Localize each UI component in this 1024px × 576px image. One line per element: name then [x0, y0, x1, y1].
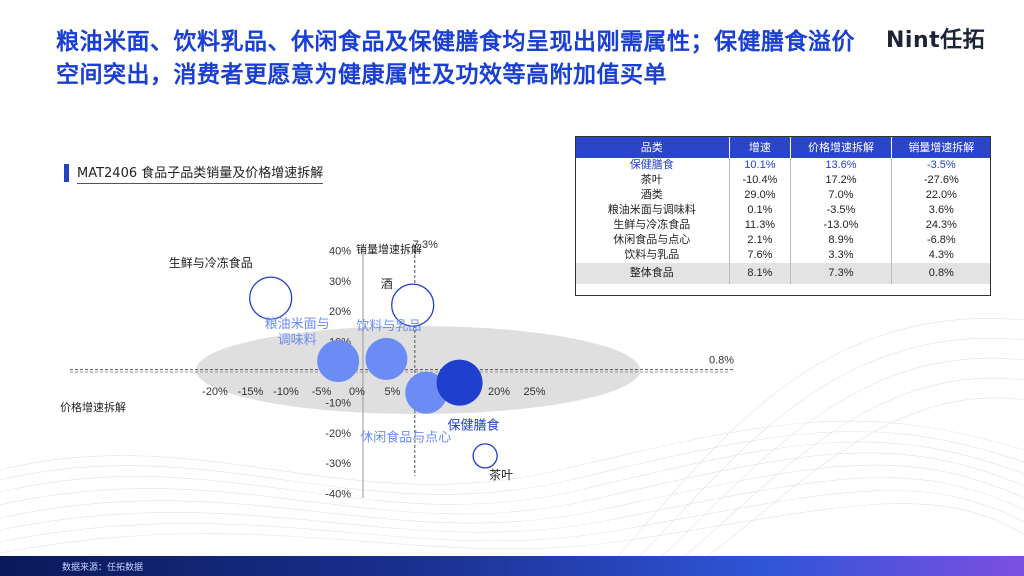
chart-title: MAT2406 食品子品类销量及价格增速拆解: [77, 162, 324, 184]
footer-bar: [0, 556, 1024, 576]
title-marker: [64, 164, 69, 182]
table-cell: 8.1%: [729, 263, 792, 284]
table-cell: 7.3%: [790, 263, 892, 284]
table-cell: 3.6%: [928, 204, 954, 216]
table-cell: 2.1%: [729, 233, 792, 248]
table-cell: -3.5%: [926, 159, 956, 171]
table-cell: 4.3%: [928, 249, 954, 261]
data-table: 品类 增速 价格增速拆解 销量增速拆解 保健膳食 10.1% 13.6% -3.5% 茶叶 -1…: [575, 136, 991, 284]
table-cell: 7.6%: [729, 248, 792, 263]
bubble-point: [472, 443, 498, 469]
table-cell: 17.2%: [790, 173, 892, 188]
table-cell: 保健膳食: [575, 158, 730, 173]
nint-logo: Nint任拓: [886, 28, 986, 53]
table-cell: 29.0%: [729, 188, 792, 203]
table-cell: 0.8%: [891, 263, 991, 284]
x-tick-label: 25%: [523, 386, 545, 398]
x-tick-label: 0%: [349, 386, 365, 398]
table-row: 饮料与乳品 7.6% 3.3% 4.3%: [575, 248, 991, 263]
bubble-point: [249, 276, 293, 320]
x-tick-label: -15%: [238, 386, 264, 398]
bubble-label: 茶叶: [489, 467, 513, 482]
table-total-row: 整体食品 8.1% 7.3% 0.8%: [575, 263, 991, 284]
bubble-point: [391, 283, 435, 327]
bubble-label: 生鲜与冷冻食品: [169, 255, 253, 270]
ref-x-label: 7.3%: [413, 239, 438, 251]
table-header-cell: 价格增速拆解: [790, 136, 892, 158]
bubble-label: 饮料与乳品: [356, 319, 421, 334]
table-cell: 11.3%: [729, 218, 792, 233]
y-axis-label: 销量增速拆解: [356, 242, 422, 256]
y-tick-label: 20%: [329, 306, 351, 318]
table-cell: -27.6%: [923, 174, 959, 186]
table-cell: 饮料与乳品: [575, 248, 730, 263]
table-cell: 茶叶: [575, 173, 730, 188]
table-cell: 7.0%: [790, 188, 892, 203]
x-tick-label: 20%: [488, 386, 510, 398]
table-row: 酒类 29.0% 7.0% 22.0%: [575, 188, 991, 203]
y-tick-label: 40%: [329, 245, 351, 257]
table-cell: 8.9%: [790, 233, 892, 248]
bubble-label: 休闲食品与点心: [360, 430, 451, 446]
y-tick-label: -20%: [325, 428, 351, 440]
table-cell: 3.3%: [790, 248, 892, 263]
table-cell: 粮油米面与调味料: [575, 203, 730, 218]
table-header-cell: 品类: [575, 136, 730, 158]
y-tick-label: -30%: [325, 458, 351, 470]
table-cell: -10.4%: [729, 173, 792, 188]
table-row: 粮油米面与调味料 0.1% -3.5% 3.6%: [575, 203, 991, 218]
table-cell: 休闲食品与点心: [575, 233, 730, 248]
x-axis-label: 价格增速拆解: [60, 400, 126, 414]
table-cell: 生鲜与冷冻食品: [575, 218, 730, 233]
bubble-label: 粮油米面与: [265, 317, 330, 332]
table-cell: -13.0%: [790, 218, 892, 233]
x-tick-label: -20%: [202, 386, 228, 398]
bubble-point: [365, 337, 408, 380]
table-cell: 酒类: [575, 188, 730, 203]
table-cell: 整体食品: [575, 263, 730, 284]
table-cell: 22.0%: [925, 189, 957, 201]
bubble-label: 酒: [381, 277, 393, 291]
table-header-cell: 销量增速拆解: [891, 136, 991, 158]
table-row: 生鲜与冷冻食品 11.3% -13.0% 24.3%: [575, 218, 991, 233]
y-tick-label: -10%: [325, 397, 351, 409]
table-header-cell: 增速: [729, 136, 792, 158]
table-cell: 24.3%: [925, 219, 957, 231]
y-tick-label: 30%: [329, 276, 351, 288]
bubble-point: [317, 340, 360, 383]
bubble-label: 调味料: [278, 333, 317, 348]
x-tick-label: 5%: [385, 386, 401, 398]
bubble-label: 保健膳食: [448, 418, 500, 434]
table-row: 保健膳食 10.1% 13.6% -3.5%: [575, 158, 991, 173]
ref-y-label: 0.8%: [709, 355, 734, 367]
table-row: 休闲食品与点心 2.1% 8.9% -6.8%: [575, 233, 991, 248]
chart-title-group: MAT2406 食品子品类销量及价格增速拆解: [64, 162, 324, 184]
y-tick-label: -40%: [325, 489, 351, 501]
table-cell: 13.6%: [790, 158, 892, 173]
table-cell: 0.1%: [729, 203, 792, 218]
bubble-point: [436, 359, 483, 406]
table-row: 茶叶 -10.4% 17.2% -27.6%: [575, 173, 991, 188]
page-title: 粮油米面、饮料乳品、休闲食品及保健膳食均呈现出刚需属性；保健膳食溢价空间突出，消…: [56, 29, 855, 88]
table-cell: -6.8%: [926, 234, 956, 246]
data-source: 数据来源：任拓数据: [62, 563, 144, 573]
table-cell: 10.1%: [729, 158, 792, 173]
x-tick-label: -5%: [312, 386, 332, 398]
table-cell: -3.5%: [790, 203, 892, 218]
x-tick-label: -10%: [273, 386, 299, 398]
